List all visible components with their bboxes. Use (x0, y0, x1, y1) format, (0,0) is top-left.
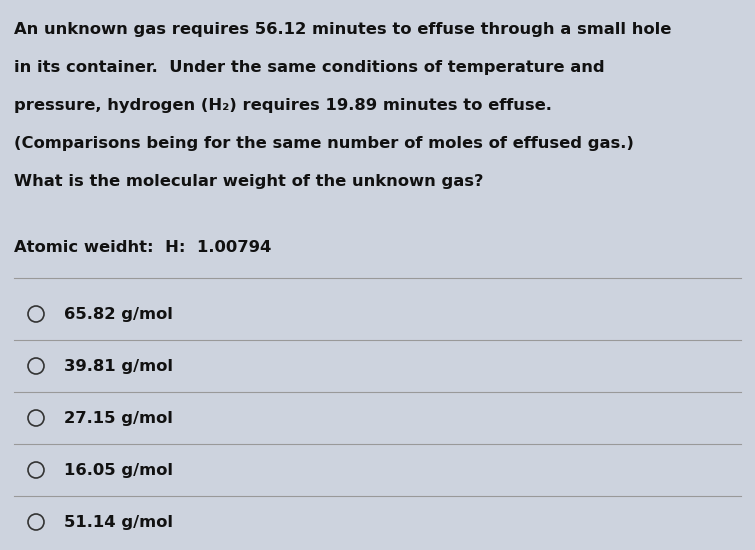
Text: Atomic weidht:  H:  1.00794: Atomic weidht: H: 1.00794 (14, 240, 271, 255)
Text: (Comparisons being for the same number of moles of effused gas.): (Comparisons being for the same number o… (14, 136, 634, 151)
Text: 27.15 g/mol: 27.15 g/mol (64, 410, 173, 426)
Text: 51.14 g/mol: 51.14 g/mol (64, 514, 173, 530)
Text: 16.05 g/mol: 16.05 g/mol (64, 463, 173, 477)
Text: What is the molecular weight of the unknown gas?: What is the molecular weight of the unkn… (14, 174, 483, 189)
Text: pressure, hydrogen (H₂) requires 19.89 minutes to effuse.: pressure, hydrogen (H₂) requires 19.89 m… (14, 98, 552, 113)
Text: 39.81 g/mol: 39.81 g/mol (64, 359, 173, 373)
Text: 65.82 g/mol: 65.82 g/mol (64, 306, 173, 322)
Text: in its container.  Under the same conditions of temperature and: in its container. Under the same conditi… (14, 60, 605, 75)
Text: An unknown gas requires 56.12 minutes to effuse through a small hole: An unknown gas requires 56.12 minutes to… (14, 22, 671, 37)
